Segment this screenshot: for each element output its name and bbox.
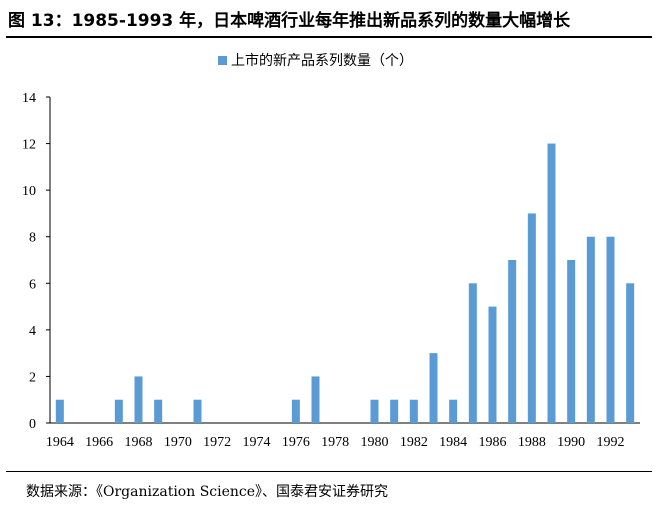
y-tick-label: 12 (22, 138, 36, 153)
bar (468, 283, 477, 423)
bar-chart: 0 2 4 6 8 10 12 14 1964 1966 1968 1970 1972 1974 1976 1… (22, 91, 640, 450)
x-tick-label: 1986 (479, 435, 507, 450)
bar (311, 376, 320, 423)
bar (488, 306, 497, 423)
bar (134, 376, 143, 423)
y-tick-label: 6 (29, 277, 36, 292)
x-tick-label: 1968 (125, 435, 153, 450)
bar (154, 399, 163, 423)
x-tick-label: 1974 (243, 435, 271, 450)
legend-swatch (218, 55, 227, 65)
bottom-divider (6, 471, 652, 472)
y-tick-label: 10 (22, 184, 36, 199)
x-tick-label: 1966 (85, 435, 113, 450)
x-tick-label: 1976 (282, 435, 310, 450)
bar (567, 260, 576, 423)
legend-label: 上市的新产品系列数量（个） (231, 53, 413, 69)
y-tick-label: 8 (29, 231, 36, 246)
bar (449, 399, 458, 423)
x-tick-label: 1988 (518, 435, 546, 450)
bar (114, 399, 123, 423)
bar (291, 399, 300, 423)
bar (55, 399, 64, 423)
x-tick-label: 1984 (439, 435, 467, 450)
source-note: 数据来源：《Organization Science》、国泰君安证券研究 (26, 484, 389, 500)
bar (626, 283, 635, 423)
bar (390, 399, 399, 423)
top-divider (6, 36, 652, 38)
bar (606, 236, 615, 423)
y-tick-label: 2 (29, 370, 36, 385)
legend: 上市的新产品系列数量（个） (218, 50, 413, 70)
bar (370, 399, 379, 423)
x-tick-label: 1964 (46, 435, 74, 450)
x-tick-label: 1990 (557, 435, 585, 450)
bar (429, 353, 438, 423)
y-tick-label: 0 (29, 417, 36, 432)
bar (527, 213, 536, 423)
x-tick-label: 1982 (400, 435, 428, 450)
x-tick-label: 1972 (203, 435, 231, 450)
y-tick-label: 4 (29, 324, 36, 339)
bar (193, 399, 202, 423)
bar (547, 143, 556, 424)
chart-title: 图 13：1985-1993 年，日本啤酒行业每年推出新品系列的数量大幅增长 (8, 11, 571, 31)
x-tick-label: 1978 (321, 435, 349, 450)
x-tick-label: 1992 (597, 435, 625, 450)
bar (409, 399, 418, 423)
x-tick-label: 1980 (361, 435, 389, 450)
bar (586, 236, 595, 423)
bar (508, 260, 517, 423)
x-tick-label: 1970 (164, 435, 192, 450)
y-tick-label: 14 (22, 91, 36, 106)
